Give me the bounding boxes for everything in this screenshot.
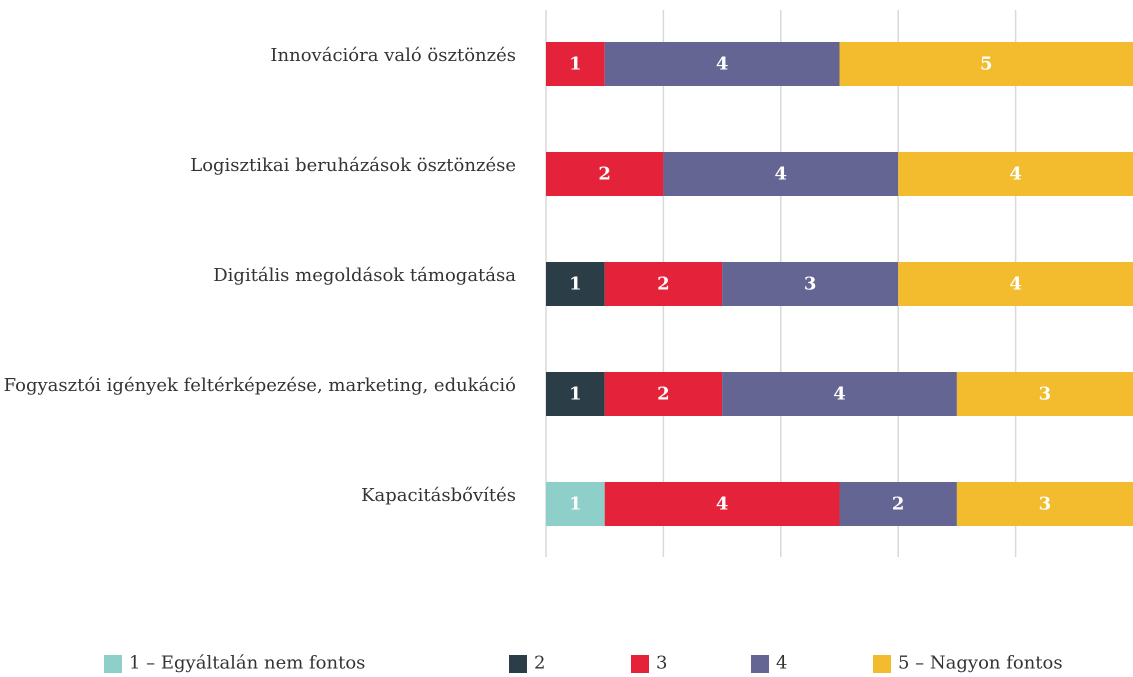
legend-swatch (631, 655, 649, 673)
value-label: 2 (598, 164, 611, 185)
value-label: 3 (1039, 494, 1052, 515)
category-label-box: Fogyasztói igények feltérképezése, marke… (0, 370, 516, 402)
legend-label: 5 – Nagyon fontos (898, 653, 1063, 674)
bar-segment (546, 152, 664, 196)
bar-segment (604, 262, 723, 306)
bar-segment (839, 42, 1133, 86)
category-label-box: Logisztikai beruházások ösztönzése (0, 150, 516, 182)
value-label: 2 (657, 274, 670, 295)
category-label: Digitális megoldások támogatása (213, 265, 516, 286)
bar-segment (604, 482, 840, 526)
value-label: 2 (657, 384, 670, 405)
value-label: 4 (716, 494, 729, 515)
bar-segment (546, 372, 605, 416)
category-label-box: Digitális megoldások támogatása (0, 260, 516, 292)
value-label: 1 (569, 274, 582, 295)
bar-segment (956, 372, 1133, 416)
category-label-box: Innovációra való ösztönzés (0, 40, 516, 72)
bar-segment (722, 372, 957, 416)
value-label: 5 (980, 54, 993, 75)
bar-segment (546, 482, 605, 526)
value-label: 3 (1039, 384, 1052, 405)
category-label: Kapacitásbővítés (361, 485, 516, 506)
value-label: 1 (569, 54, 582, 75)
legend-label: 1 – Egyáltalán nem fontos (129, 653, 365, 674)
value-label: 4 (1009, 164, 1022, 185)
value-label: 4 (775, 164, 788, 185)
bar-segment (898, 152, 1133, 196)
bar-segment (722, 262, 899, 306)
bar-segment (604, 42, 840, 86)
legend-swatch (751, 655, 769, 673)
bar-segment (604, 372, 723, 416)
legend-label: 3 (656, 653, 667, 674)
category-label: Fogyasztói igények feltérképezése, marke… (3, 375, 516, 396)
value-label: 4 (716, 54, 729, 75)
value-label: 1 (569, 494, 582, 515)
bar-segment (839, 482, 957, 526)
bar-segment (546, 262, 605, 306)
value-label: 4 (1009, 274, 1022, 295)
bar-segment (663, 152, 899, 196)
category-label: Innovációra való ösztönzés (270, 45, 516, 66)
value-label: 1 (569, 384, 582, 405)
value-label: 4 (833, 384, 846, 405)
category-label-box: Kapacitásbővítés (0, 480, 516, 512)
legend-label: 2 (534, 653, 545, 674)
legend-swatch (509, 655, 527, 673)
value-label: 2 (892, 494, 905, 515)
category-label: Logisztikai beruházások ösztönzése (190, 155, 516, 176)
bar-segment (898, 262, 1133, 306)
legend-swatch (104, 655, 122, 673)
legend-label: 4 (776, 653, 787, 674)
bar-segment (546, 42, 605, 86)
value-label: 3 (804, 274, 817, 295)
legend-swatch (873, 655, 891, 673)
bar-segment (956, 482, 1133, 526)
